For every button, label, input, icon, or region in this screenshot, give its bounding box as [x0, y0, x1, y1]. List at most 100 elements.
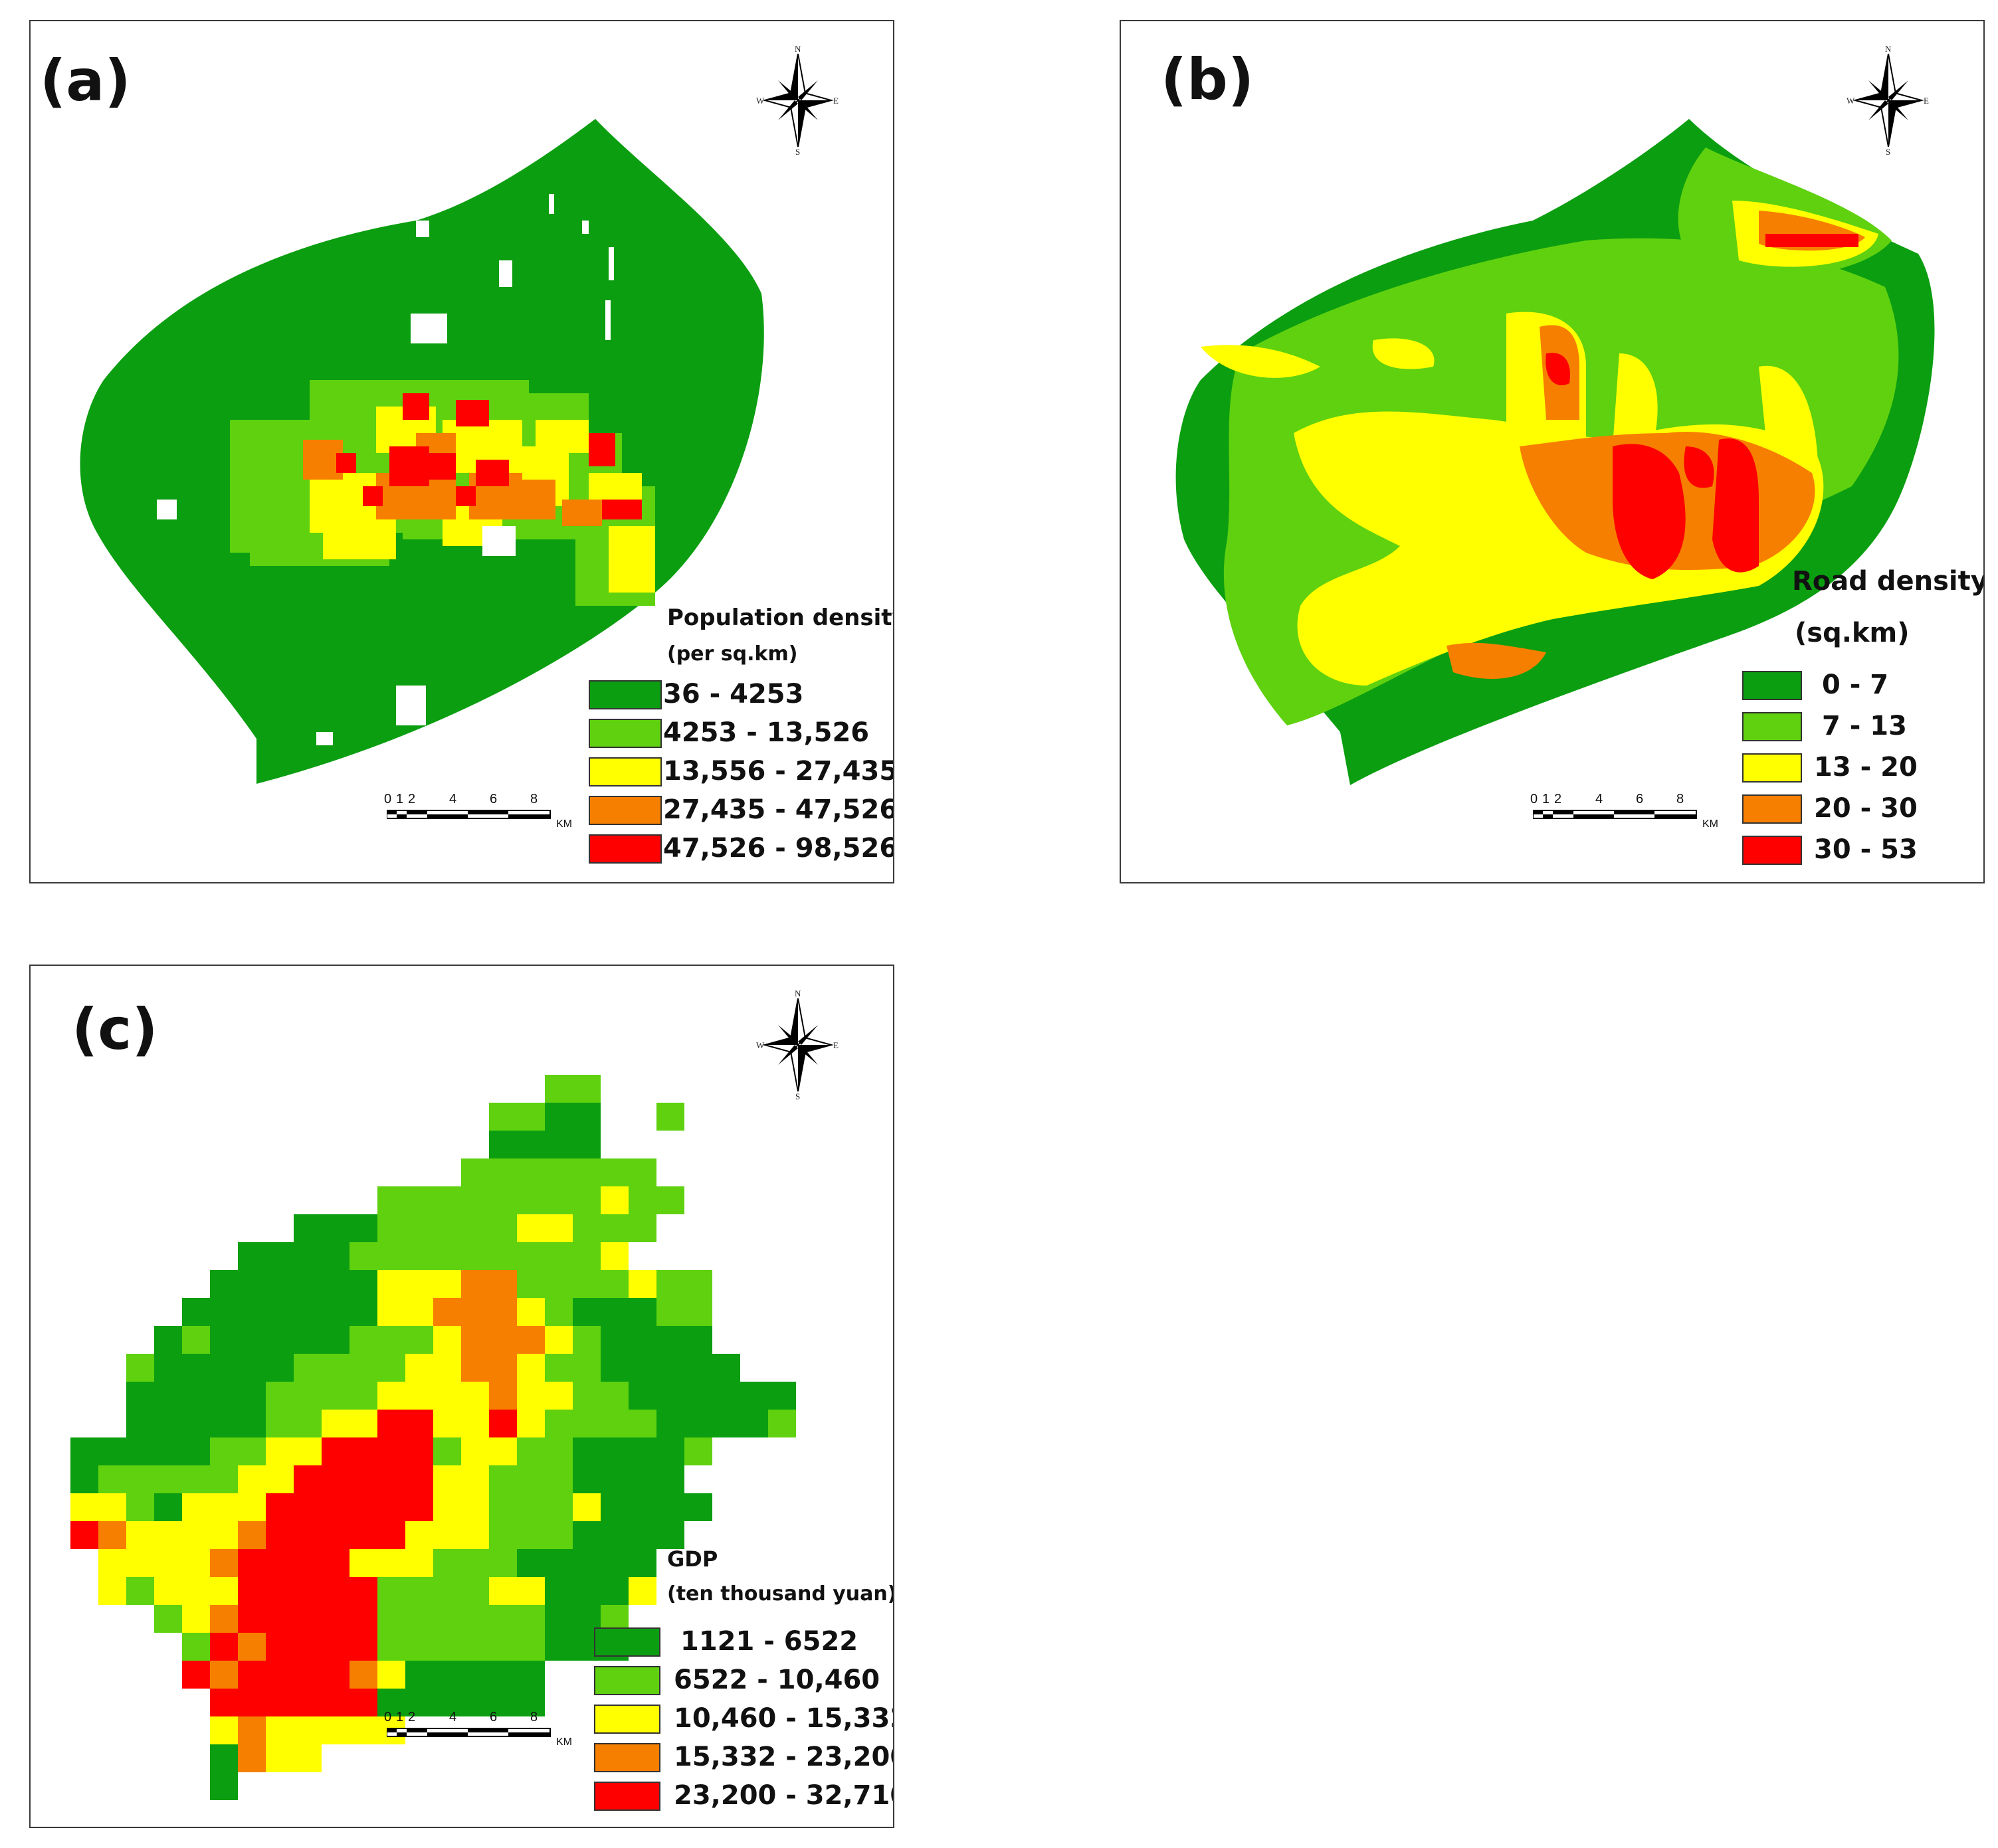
gdp-cell — [294, 1521, 322, 1549]
gdp-cell — [461, 1382, 489, 1410]
gdp-cell — [294, 1744, 322, 1772]
gdp-cell — [601, 1354, 629, 1382]
gdp-cell — [601, 1242, 629, 1270]
gdp-cell — [489, 1270, 517, 1298]
gdp-cell — [377, 1270, 405, 1298]
gdp-cell — [377, 1298, 405, 1326]
gdp-cell — [601, 1493, 629, 1521]
gdp-cell — [433, 1493, 461, 1521]
gdp-cell — [350, 1326, 377, 1354]
gdp-cell — [266, 1633, 294, 1661]
gdp-cell — [210, 1382, 238, 1410]
legend-label: 6522 - 10,460 — [674, 1665, 880, 1695]
gdp-cell — [294, 1214, 322, 1242]
gdp-cell — [656, 1270, 684, 1298]
gdp-cell — [656, 1298, 684, 1326]
gdp-cell — [182, 1382, 210, 1410]
gdp-cell — [405, 1605, 433, 1633]
gdp-cell — [266, 1382, 294, 1410]
gdp-cell — [656, 1410, 684, 1437]
gdp-cell — [489, 1354, 517, 1382]
gdp-cell — [294, 1716, 322, 1744]
gdp-cell — [154, 1549, 182, 1577]
gdp-cell — [266, 1493, 294, 1521]
gdp-cell — [350, 1577, 377, 1605]
gdp-cell — [601, 1521, 629, 1549]
gdp-cell — [517, 1326, 545, 1354]
gdp-cell — [294, 1354, 322, 1382]
gdp-cell — [126, 1410, 154, 1437]
gdp-cell — [266, 1661, 294, 1689]
gdp-cell — [573, 1186, 601, 1214]
gdp-cell — [350, 1382, 377, 1410]
gdp-cell — [573, 1549, 601, 1577]
gdp-cell — [489, 1549, 517, 1577]
gdp-cell — [545, 1158, 573, 1186]
gdp-cell — [573, 1521, 601, 1549]
gdp-cell — [154, 1437, 182, 1465]
gdp-cell — [656, 1186, 684, 1214]
gdp-cell — [238, 1410, 266, 1437]
gdp-cell — [294, 1270, 322, 1298]
legend-swatch — [1742, 712, 1802, 741]
gdp-cell — [684, 1382, 712, 1410]
population-density-map — [80, 119, 764, 784]
gdp-cell — [377, 1382, 405, 1410]
gdp-cell — [629, 1354, 656, 1382]
gdp-cell — [126, 1465, 154, 1493]
gdp-cell — [377, 1354, 405, 1382]
gdp-cell — [210, 1521, 238, 1549]
legend-label: 13,556 - 27,435 — [663, 756, 894, 786]
gdp-cell — [601, 1465, 629, 1493]
gdp-cell — [154, 1577, 182, 1605]
gdp-cell — [238, 1744, 266, 1772]
gdp-cell — [461, 1158, 489, 1186]
gdp-cell — [461, 1577, 489, 1605]
legend-label: 30 - 53 — [1814, 834, 1918, 865]
legend-swatch — [589, 796, 662, 825]
legend-label: 15,332 - 23,200 — [674, 1742, 894, 1772]
gdp-cell — [210, 1326, 238, 1354]
gdp-cell — [489, 1242, 517, 1270]
gdp-cell — [294, 1549, 322, 1577]
gdp-cell — [350, 1716, 377, 1744]
gdp-cell — [377, 1549, 405, 1577]
gdp-cell — [545, 1521, 573, 1549]
gdp-cell — [70, 1437, 98, 1465]
gdp-cell — [294, 1605, 322, 1633]
compass-w: W — [756, 96, 765, 106]
north-arrow: N S W E — [1845, 44, 1932, 157]
gdp-cell — [656, 1354, 684, 1382]
gdp-cell — [294, 1493, 322, 1521]
gdp-cell — [322, 1633, 350, 1661]
legend-swatch — [594, 1627, 660, 1657]
gdp-cell — [98, 1437, 126, 1465]
gdp-cell — [405, 1521, 433, 1549]
gdp-cell — [656, 1465, 684, 1493]
gdp-cell — [489, 1410, 517, 1437]
gdp-cell — [489, 1521, 517, 1549]
gdp-cell — [126, 1354, 154, 1382]
gdp-cell — [461, 1214, 489, 1242]
gdp-cell — [573, 1354, 601, 1382]
gdp-cell — [182, 1410, 210, 1437]
legend-swatch — [589, 834, 662, 864]
compass-s: S — [1886, 147, 1891, 157]
gdp-cell — [461, 1549, 489, 1577]
gdp-cell — [377, 1577, 405, 1605]
gdp-cell — [545, 1270, 573, 1298]
gdp-cell — [377, 1437, 405, 1465]
gdp-cell — [322, 1577, 350, 1605]
gdp-cell — [182, 1298, 210, 1326]
gdp-cell — [322, 1716, 350, 1744]
gdp-cell — [573, 1103, 601, 1131]
scale-bar: 0 1 2 4 6 8 KM — [384, 1710, 593, 1750]
gdp-cell — [684, 1298, 712, 1326]
gdp-cell — [517, 1661, 545, 1689]
legend-swatch — [1742, 794, 1802, 824]
gdp-cell — [182, 1326, 210, 1354]
gdp-cell — [489, 1214, 517, 1242]
gdp-cell — [238, 1493, 266, 1521]
legend-label: 27,435 - 47,526 — [663, 794, 894, 825]
gdp-cell — [322, 1242, 350, 1270]
